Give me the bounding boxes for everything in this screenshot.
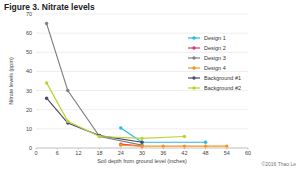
series-line [121, 145, 227, 147]
grid-line [36, 109, 248, 110]
legend-marker [192, 46, 195, 49]
point [45, 81, 48, 84]
y-tick-label: 30 [26, 88, 32, 94]
chart: Figure 3. Nitrate levels 0 10 20 30 40 50 60 70 0… [0, 0, 300, 169]
legend-marker [192, 86, 195, 89]
plot-area [45, 22, 229, 148]
point [98, 134, 101, 137]
grid-line [36, 71, 248, 72]
point [204, 144, 207, 147]
point [204, 141, 207, 144]
point [119, 126, 122, 129]
point [98, 135, 101, 138]
x-tick-label: 0 [34, 150, 37, 156]
point [66, 120, 69, 123]
legend-label: Design 4 [204, 65, 226, 71]
legend-label: Background #1 [204, 75, 241, 81]
grid-line [36, 14, 248, 15]
y-tick-label: 20 [26, 107, 32, 113]
y-tick-label: 60 [26, 30, 32, 36]
point [225, 144, 228, 147]
series-line [47, 24, 142, 146]
grid-line [36, 52, 248, 53]
y-tick-label: 10 [26, 126, 32, 132]
point [98, 135, 101, 138]
point [162, 144, 165, 147]
legend-label: Design 3 [204, 55, 226, 61]
series-line [47, 83, 185, 139]
legend-marker [192, 56, 195, 59]
x-tick-label: 36 [160, 150, 166, 156]
y-tick-label: 40 [26, 68, 32, 74]
x-tick-label: 60 [245, 150, 251, 156]
y-tick-label: 70 [26, 11, 32, 17]
point [140, 144, 143, 147]
legend-marker [192, 36, 195, 39]
x-tick-label: 6 [56, 150, 59, 156]
legend-label: Design 2 [204, 45, 226, 51]
point [140, 144, 143, 147]
point [140, 141, 143, 144]
x-axis-title: Soil depth from ground level (inches) [97, 158, 187, 164]
title: Figure 3. Nitrate levels [4, 2, 95, 12]
y-axis-title: Nitrate levels (ppm) [8, 57, 14, 105]
point [119, 142, 122, 145]
point [140, 137, 143, 140]
point [66, 89, 69, 92]
grid-line [36, 128, 248, 129]
legend-label: Design 1 [204, 35, 226, 41]
point [183, 144, 186, 147]
legend-label: Background #2 [204, 85, 241, 91]
point [45, 97, 48, 100]
legend: Design 1 Design 2 Design 3 Design 4 Backgrou… [188, 35, 241, 91]
point [45, 22, 48, 25]
x-tick-label: 48 [203, 150, 209, 156]
point [183, 135, 186, 138]
credit: ©2016 Thao Le [262, 161, 297, 167]
x-tick-label: 12 [75, 150, 81, 156]
grid-line [36, 33, 248, 34]
point [140, 141, 143, 144]
x-tick-label: 30 [139, 150, 145, 156]
point [119, 143, 122, 146]
legend-marker [192, 66, 195, 69]
y-tick-label: 0 [29, 145, 32, 151]
series-line [47, 98, 142, 142]
x-tick-label: 42 [181, 150, 187, 156]
x-tick-label: 54 [224, 150, 230, 156]
x-tick-label: 18 [97, 150, 103, 156]
y-tick-label: 50 [26, 49, 32, 55]
series-line [121, 128, 206, 142]
legend-marker [192, 76, 195, 79]
x-tick-label: 24 [118, 150, 124, 156]
